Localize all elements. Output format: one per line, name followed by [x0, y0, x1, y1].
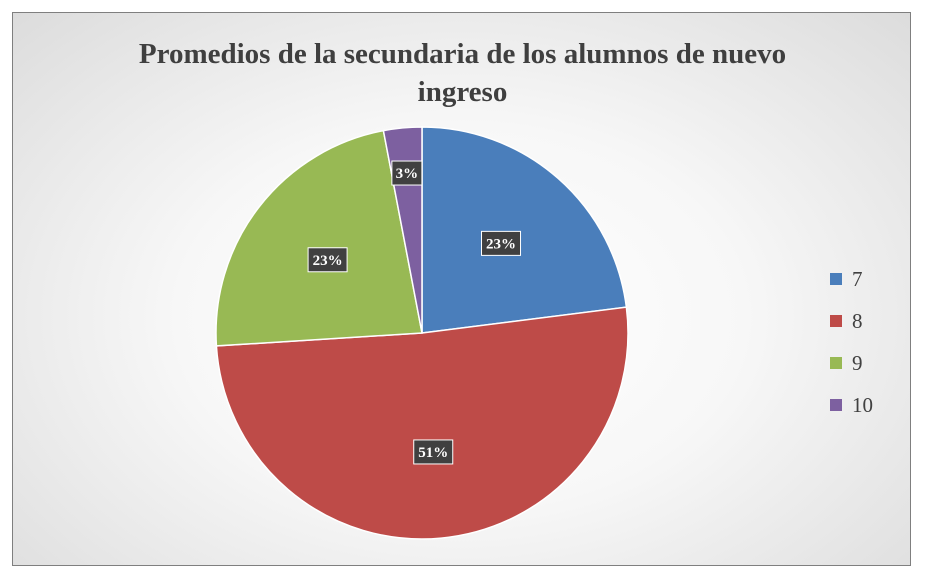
- data-label-text: 23%: [486, 236, 516, 252]
- legend-item-10: 10: [830, 384, 900, 426]
- data-label-box: [413, 439, 454, 465]
- data-label-7: 23%: [481, 230, 522, 256]
- legend-label: 8: [852, 308, 863, 333]
- legend-label: 7: [852, 266, 863, 291]
- chart-title: Promedios de la secundaria de los alumno…: [13, 35, 912, 111]
- data-label-10: 3%: [391, 160, 423, 186]
- data-label-text: 51%: [418, 445, 448, 461]
- legend-item-9: 9: [830, 342, 900, 384]
- data-label-text: 3%: [396, 166, 419, 182]
- legend-label: 9: [852, 350, 863, 375]
- legend-item-7: 7: [830, 258, 900, 300]
- data-label-9: 23%: [307, 247, 348, 273]
- chart-legend: 7 8 9 10: [830, 258, 900, 426]
- chart-title-line-1: Promedios de la secundaria de los alumno…: [138, 38, 787, 70]
- data-label-8: 51%: [413, 439, 454, 465]
- data-label-text: 23%: [313, 253, 343, 269]
- data-label-box: [307, 247, 348, 273]
- legend-swatch: [830, 273, 842, 285]
- pie-slices: [215, 126, 629, 540]
- data-label-box: [481, 230, 522, 256]
- pie-slice-7: [421, 126, 628, 334]
- chart-title-line-2: ingreso: [417, 76, 508, 108]
- legend-swatch: [830, 399, 842, 411]
- legend-swatch: [830, 315, 842, 327]
- pie-slice-9: [215, 129, 423, 347]
- pie-data-labels: 23% 51% 23% 3%: [307, 160, 522, 465]
- legend-item-8: 8: [830, 300, 900, 342]
- data-label-box: [391, 160, 423, 186]
- legend-label: 10: [852, 392, 873, 417]
- legend-swatch: [830, 357, 842, 369]
- pie-slice-8: [215, 306, 629, 540]
